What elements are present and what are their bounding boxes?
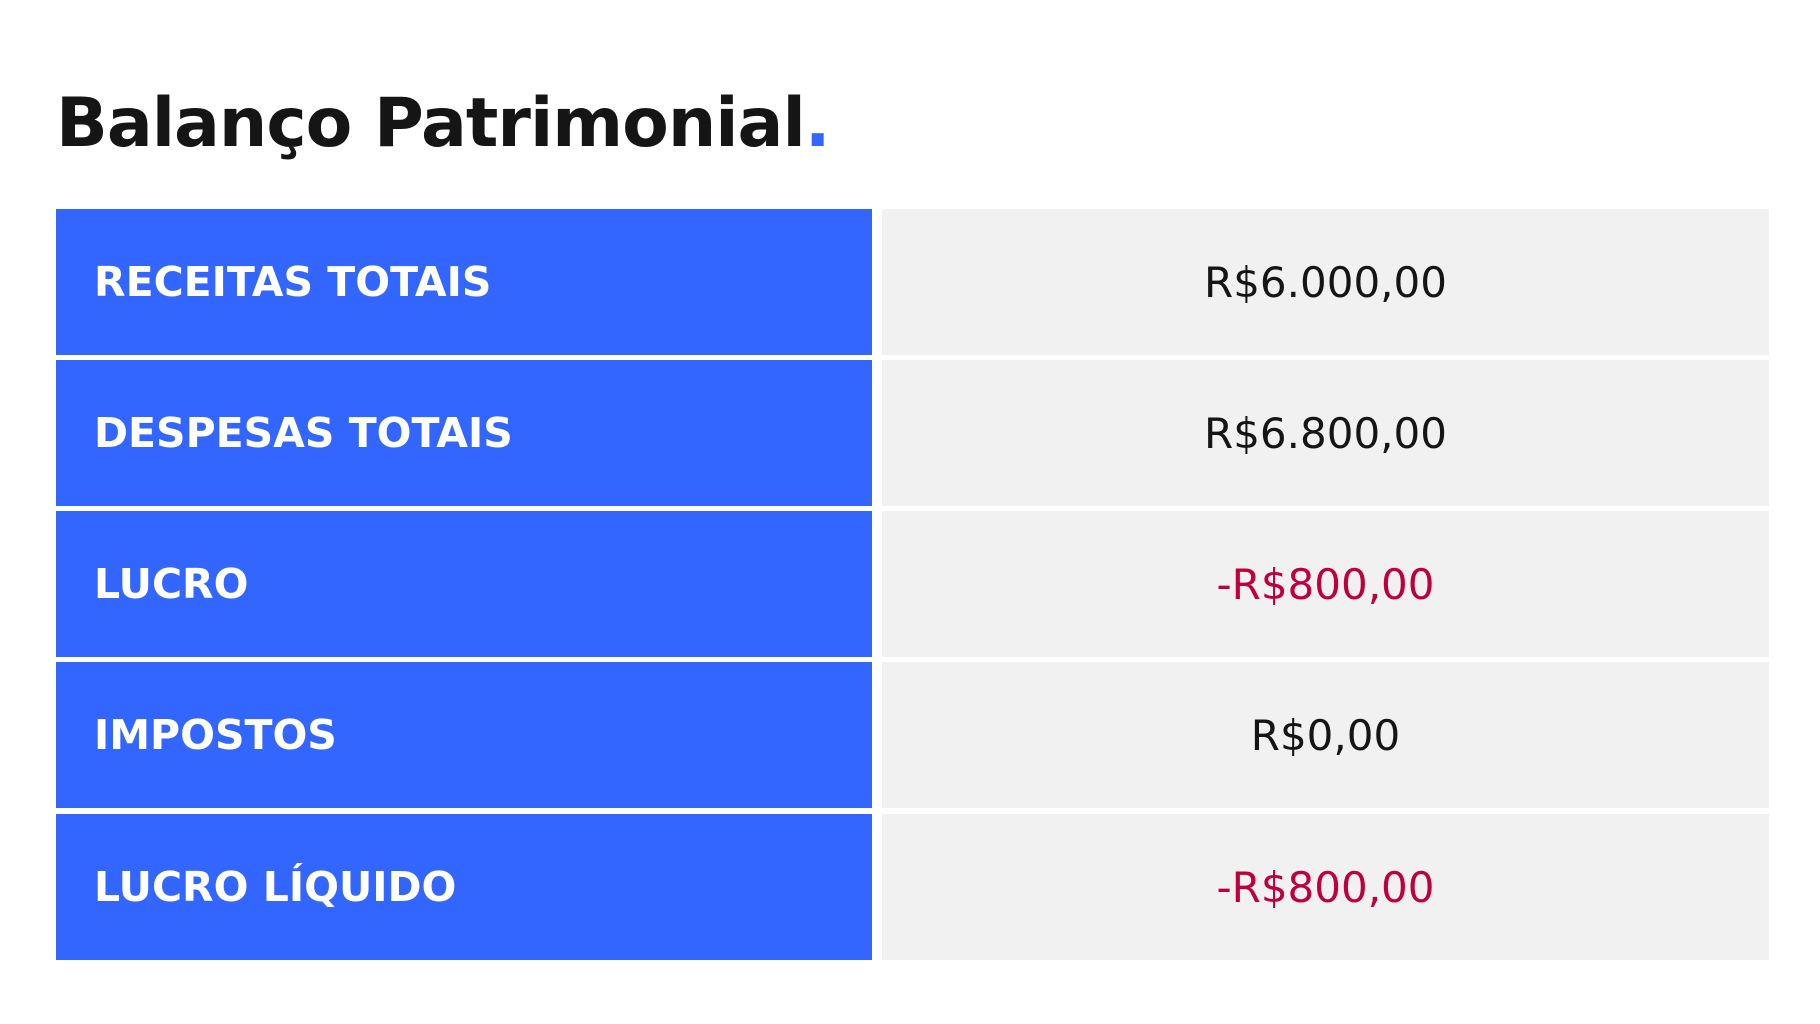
page-title: Balanço Patrimonial. xyxy=(56,84,831,163)
row-value: R$0,00 xyxy=(882,662,1769,808)
table-row: LUCRO -R$800,00 xyxy=(56,511,1769,657)
title-dot: . xyxy=(804,84,831,163)
row-label: IMPOSTOS xyxy=(56,662,872,808)
row-label: LUCRO xyxy=(56,511,872,657)
row-label: LUCRO LÍQUIDO xyxy=(56,814,872,960)
table-row: IMPOSTOS R$0,00 xyxy=(56,662,1769,808)
row-label: RECEITAS TOTAIS xyxy=(56,209,872,355)
row-value: R$6.800,00 xyxy=(882,360,1769,506)
row-value: -R$800,00 xyxy=(882,511,1769,657)
row-label: DESPESAS TOTAIS xyxy=(56,360,872,506)
row-value: R$6.000,00 xyxy=(882,209,1769,355)
table-row: DESPESAS TOTAIS R$6.800,00 xyxy=(56,360,1769,506)
title-text: Balanço Patrimonial xyxy=(56,84,806,163)
table-row: LUCRO LÍQUIDO -R$800,00 xyxy=(56,814,1769,960)
row-value: -R$800,00 xyxy=(882,814,1769,960)
table-row: RECEITAS TOTAIS R$6.000,00 xyxy=(56,209,1769,355)
